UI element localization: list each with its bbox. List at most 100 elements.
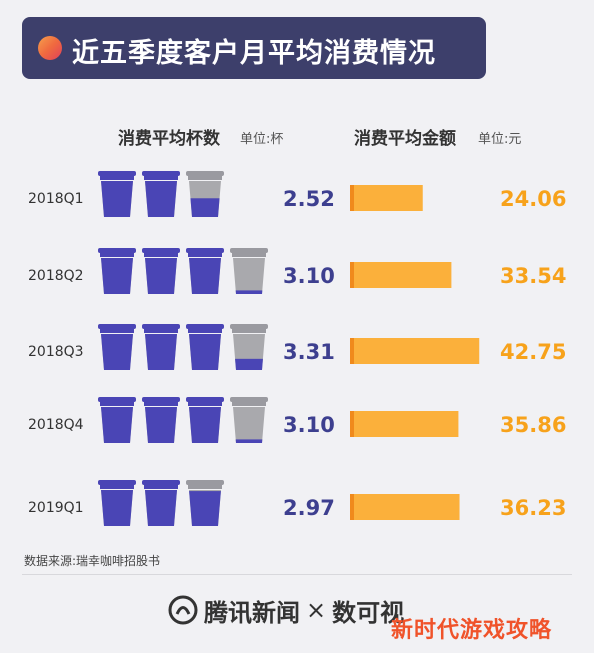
- amount-value-label: 24.06: [500, 187, 566, 211]
- amount-bar-edge: [350, 338, 354, 364]
- category-label: 2018Q3: [28, 344, 84, 360]
- cup-icon: [142, 480, 180, 526]
- cup-icon: [186, 324, 224, 370]
- amount-bar-edge: [350, 185, 354, 211]
- footer-logo: 腾讯新闻 × 数可视: [168, 594, 405, 627]
- cup-rim: [188, 485, 222, 489]
- cup-icon: [142, 324, 180, 370]
- cup-lid: [142, 397, 180, 402]
- cups-value-label: 3.10: [283, 413, 335, 437]
- category-label: 2018Q1: [28, 191, 84, 207]
- cup-fill: [189, 491, 221, 526]
- cup-fill: [189, 407, 221, 443]
- amount-value-label: 36.23: [500, 496, 566, 520]
- cup-lid: [186, 248, 224, 253]
- cup-rim: [232, 253, 266, 257]
- amount-bar: [350, 262, 452, 288]
- source-note: 数据来源:瑞幸咖啡招股书: [24, 554, 161, 568]
- cup-icon: [98, 480, 136, 526]
- cup-fill: [101, 407, 133, 443]
- cup-lid: [98, 397, 136, 402]
- divider: [22, 574, 572, 575]
- cup-lid: [142, 480, 180, 485]
- cup-rim: [188, 253, 222, 257]
- cup-fill: [233, 290, 265, 294]
- cup-rim: [100, 176, 134, 180]
- cup-fill: [101, 490, 133, 526]
- cup-lid: [98, 324, 136, 329]
- cup-fill: [189, 334, 221, 370]
- cups-value-label: 3.10: [283, 264, 335, 288]
- cup-lid: [186, 324, 224, 329]
- cup-fill: [233, 358, 265, 370]
- cup-icon: [98, 397, 136, 443]
- cup-icon: [98, 324, 136, 370]
- cup-rim: [188, 176, 222, 180]
- cup-lid: [186, 171, 224, 176]
- cup-fill: [145, 181, 177, 217]
- cup-icon: [186, 171, 224, 217]
- amount-bar: [350, 338, 480, 364]
- page-title: 近五季度客户月平均消费情况: [72, 38, 436, 69]
- cup-rim: [232, 329, 266, 333]
- circle-logo-icon: [38, 36, 62, 60]
- category-label: 2018Q4: [28, 417, 84, 433]
- cup-rim: [232, 402, 266, 406]
- cup-rim: [144, 253, 178, 257]
- cup-lid: [186, 480, 224, 485]
- cup-fill: [145, 407, 177, 443]
- footer-brand: 腾讯新闻: [204, 598, 300, 627]
- cup-fill: [145, 334, 177, 370]
- amount-unit: 单位:元: [478, 132, 522, 147]
- cup-icon: [142, 248, 180, 294]
- cup-icon: [230, 397, 268, 443]
- cup-fill: [145, 258, 177, 294]
- cup-lid: [186, 397, 224, 402]
- cup-rim: [188, 329, 222, 333]
- cup-body: [233, 407, 265, 443]
- cup-lid: [142, 171, 180, 176]
- cup-fill: [233, 439, 265, 443]
- cup-fill: [145, 490, 177, 526]
- cups-unit: 单位:杯: [240, 132, 284, 147]
- cup-rim: [144, 485, 178, 489]
- category-label: 2019Q1: [28, 500, 84, 516]
- cup-lid: [98, 171, 136, 176]
- cups-value-label: 3.31: [283, 340, 335, 364]
- cup-body: [233, 258, 265, 294]
- cup-rim: [188, 402, 222, 406]
- cup-lid: [230, 397, 268, 402]
- footer-times: ×: [306, 596, 327, 624]
- cups-header: 消费平均杯数: [118, 129, 220, 149]
- amount-bar-edge: [350, 411, 354, 437]
- footer-partner: 数可视: [332, 598, 405, 627]
- cup-rim: [144, 402, 178, 406]
- amount-bar-edge: [350, 262, 354, 288]
- cup-lid: [142, 324, 180, 329]
- cup-icon: [98, 171, 136, 217]
- amount-bar: [350, 494, 460, 520]
- amount-bar-edge: [350, 494, 354, 520]
- cup-rim: [100, 402, 134, 406]
- amount-value-label: 33.54: [500, 264, 566, 288]
- cup-rim: [100, 329, 134, 333]
- cups-value-label: 2.97: [283, 496, 335, 520]
- cup-fill: [101, 258, 133, 294]
- cup-lid: [230, 324, 268, 329]
- title-banner: 近五季度客户月平均消费情况: [22, 17, 486, 79]
- amount-value-label: 42.75: [500, 340, 566, 364]
- amount-value-label: 35.86: [500, 413, 566, 437]
- cups-value-label: 2.52: [283, 187, 335, 211]
- overlay-badge: 新时代游戏攻略: [391, 618, 553, 643]
- cup-fill: [189, 198, 221, 217]
- cup-icon: [186, 397, 224, 443]
- cup-lid: [98, 248, 136, 253]
- cup-lid: [142, 248, 180, 253]
- cup-icon: [142, 171, 180, 217]
- cup-rim: [100, 485, 134, 489]
- cup-rim: [100, 253, 134, 257]
- amount-header: 消费平均金额: [354, 129, 456, 149]
- cup-fill: [101, 181, 133, 217]
- category-label: 2018Q2: [28, 268, 84, 284]
